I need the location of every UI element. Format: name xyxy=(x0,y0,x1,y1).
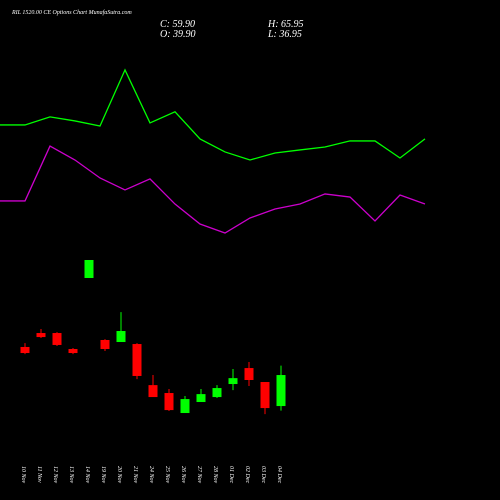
x-tick-label: 12 Nov xyxy=(52,466,58,484)
x-tick-label: 28 Nov xyxy=(212,466,218,484)
candle-body xyxy=(116,331,126,343)
x-tick-label: 11 Nov xyxy=(36,466,42,483)
x-tick-label: 26 Nov xyxy=(180,466,186,484)
stat: O: 39.90 xyxy=(160,29,196,40)
x-tick-label: 24 Nov xyxy=(148,466,155,484)
candle-body xyxy=(180,399,190,414)
candle-body xyxy=(212,388,222,398)
candle-body xyxy=(132,344,142,376)
candle-body xyxy=(196,394,206,403)
candle-body xyxy=(20,346,30,354)
candle-body xyxy=(276,375,286,407)
x-tick-label: 13 Nov xyxy=(68,466,74,484)
x-tick-label: 27 Nov xyxy=(196,466,202,484)
stat: C: 59.90 xyxy=(160,19,195,30)
x-tick-label: 14 Nov xyxy=(84,466,91,484)
indicator-line xyxy=(0,145,426,234)
chart-title: RIL 1520.00 CE Options Chart MunafaSutra… xyxy=(11,9,132,16)
x-tick-label: 01 Dec xyxy=(228,466,234,483)
candle-body xyxy=(244,368,254,380)
x-tick-label: 04 Dec xyxy=(276,466,283,483)
x-tick-label: 10 Nov xyxy=(20,466,26,484)
candle-body xyxy=(148,385,158,398)
x-tick-label: 21 Nov xyxy=(132,466,138,484)
candle-body xyxy=(84,260,94,278)
stat: L: 36.95 xyxy=(267,29,302,40)
x-tick-label: 03 Dec xyxy=(260,466,266,483)
candle-body xyxy=(228,378,238,385)
candle-body xyxy=(52,333,62,345)
indicator-line xyxy=(0,68,426,161)
stat: H: 65.95 xyxy=(267,19,304,30)
candle-body xyxy=(68,348,78,354)
x-tick-label: 19 Nov xyxy=(100,466,106,484)
x-tick-label: 02 Dec xyxy=(244,466,250,483)
candle-body xyxy=(164,393,174,411)
candle-body xyxy=(260,382,270,409)
x-tick-label: 20 Nov xyxy=(116,466,122,484)
candle-body xyxy=(100,340,110,349)
x-tick-label: 25 Nov xyxy=(164,466,170,484)
candle-body xyxy=(36,333,46,338)
